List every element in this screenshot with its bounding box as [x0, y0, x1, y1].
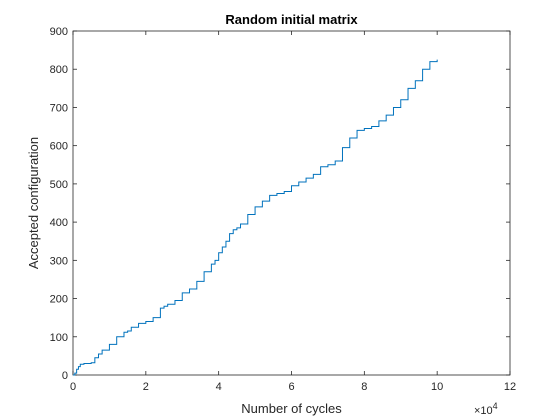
x-tick-label: 2	[143, 381, 149, 393]
y-tick-label: 600	[50, 141, 68, 153]
y-tick-label: 800	[50, 64, 68, 76]
x-tick-label: 4	[216, 381, 222, 393]
y-axis-ticks: 0 100 200 300 400 500 600 700 800 900	[50, 26, 510, 382]
x-tick-label: 12	[504, 381, 516, 393]
x-axis-exponent-power: 4	[493, 401, 498, 411]
y-tick-label: 500	[50, 179, 68, 191]
y-tick-label: 400	[50, 217, 68, 229]
series-line	[73, 59, 438, 376]
x-axis-label: Number of cycles	[241, 401, 342, 416]
x-tick-label: 8	[361, 381, 367, 393]
x-axis-exponent: ×104	[474, 401, 498, 417]
series-layer	[73, 59, 438, 376]
chart-title: Random initial matrix	[225, 12, 358, 27]
y-tick-label: 100	[50, 332, 68, 344]
y-tick-label: 0	[62, 370, 68, 382]
y-tick-label: 700	[50, 102, 68, 114]
y-axis-label: Accepted configuration	[26, 137, 41, 269]
y-tick-label: 300	[50, 255, 68, 267]
x-tick-label: 0	[70, 381, 76, 393]
x-axis-ticks: 0 2 4 6 8 10 12	[70, 31, 516, 393]
plot-area	[72, 30, 511, 376]
x-axis-exponent-base: ×10	[474, 405, 493, 417]
x-tick-label: 10	[431, 381, 443, 393]
x-tick-label: 6	[288, 381, 294, 393]
y-tick-label: 900	[50, 26, 68, 38]
y-tick-label: 200	[50, 294, 68, 306]
